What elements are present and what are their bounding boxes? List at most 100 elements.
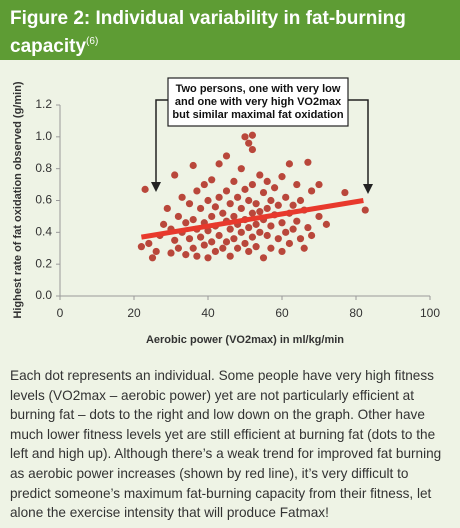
point <box>296 196 305 205</box>
point <box>237 228 245 236</box>
point <box>182 219 190 227</box>
point <box>189 244 197 252</box>
point <box>271 184 279 192</box>
point <box>278 173 286 181</box>
point <box>208 238 216 246</box>
point <box>237 165 245 173</box>
point <box>263 177 271 185</box>
reference: (6) <box>86 36 99 47</box>
point <box>145 239 153 248</box>
point <box>308 231 316 240</box>
arrow <box>155 99 168 184</box>
point <box>248 145 256 154</box>
annotation-box <box>167 77 349 127</box>
y-tick-label: 0.6 <box>35 193 52 207</box>
point <box>278 219 286 227</box>
arrowhead <box>151 182 161 192</box>
point <box>222 238 231 246</box>
point <box>215 160 223 168</box>
caption: Each dot represents an individual. Some … <box>10 368 442 521</box>
point <box>263 204 271 213</box>
y-tick-label: 0.0 <box>35 288 52 302</box>
point <box>208 212 216 221</box>
point <box>248 233 256 241</box>
point <box>230 212 238 221</box>
point <box>274 201 282 209</box>
point <box>282 193 290 201</box>
point <box>315 212 323 221</box>
point <box>226 252 234 260</box>
x-tick-label: 80 <box>349 306 363 320</box>
point <box>241 133 249 141</box>
point <box>226 225 234 233</box>
y-tick-label: 0.4 <box>35 225 52 239</box>
point <box>308 187 316 195</box>
point <box>304 223 312 232</box>
point <box>256 171 264 179</box>
point <box>204 196 212 205</box>
x-tick-label: 0 <box>57 306 64 320</box>
point <box>248 180 256 189</box>
point <box>219 209 227 217</box>
point <box>163 204 171 213</box>
point <box>315 180 323 189</box>
point <box>193 187 201 195</box>
point <box>222 152 231 160</box>
x-axis-label: Aerobic power (VO2max) in ml/kg/min <box>146 334 344 346</box>
x-tick-label: 20 <box>127 306 141 320</box>
point <box>322 220 330 228</box>
point <box>274 235 282 243</box>
figure-title: Figure 2: Individual variability in fat-… <box>10 8 406 57</box>
chart: Highest rate of fat oxidation observed (… <box>12 77 440 346</box>
point <box>197 204 205 213</box>
point <box>296 235 305 243</box>
annotation-text: and one with very high VO2max <box>175 96 342 108</box>
point <box>152 247 160 256</box>
point <box>259 254 268 262</box>
point <box>174 212 182 221</box>
point <box>267 244 275 252</box>
trend-line <box>140 198 364 240</box>
point <box>282 228 290 236</box>
point <box>241 239 249 248</box>
point <box>230 177 238 185</box>
arrowhead <box>363 184 373 194</box>
point <box>245 223 253 232</box>
header: Figure 2: Individual variability in fat-… <box>0 0 460 60</box>
arrow <box>348 99 369 186</box>
point <box>189 216 197 224</box>
point <box>185 200 194 208</box>
point <box>200 180 208 189</box>
point <box>285 239 293 248</box>
point <box>304 158 312 166</box>
point <box>237 204 245 213</box>
point <box>226 200 234 208</box>
x-tick-label: 100 <box>420 306 440 320</box>
point <box>215 193 223 201</box>
point <box>197 233 205 241</box>
point <box>137 243 145 251</box>
point <box>256 208 264 216</box>
point <box>300 244 308 252</box>
point <box>215 231 223 240</box>
point <box>293 217 301 225</box>
point <box>361 206 369 214</box>
point <box>185 235 194 243</box>
point <box>219 244 227 252</box>
point <box>245 139 253 147</box>
point <box>256 228 264 236</box>
point <box>248 131 256 139</box>
point <box>148 254 157 262</box>
point <box>222 187 231 195</box>
point <box>252 243 260 251</box>
point <box>267 196 275 205</box>
point <box>174 244 182 252</box>
x-tick-label: 60 <box>275 306 289 320</box>
point <box>189 161 197 170</box>
y-axis-label: Highest rate of fat oxidation observed (… <box>12 81 24 318</box>
point <box>252 200 260 208</box>
y-tick-label: 0.2 <box>35 256 52 270</box>
point <box>171 171 179 179</box>
point <box>211 247 219 256</box>
